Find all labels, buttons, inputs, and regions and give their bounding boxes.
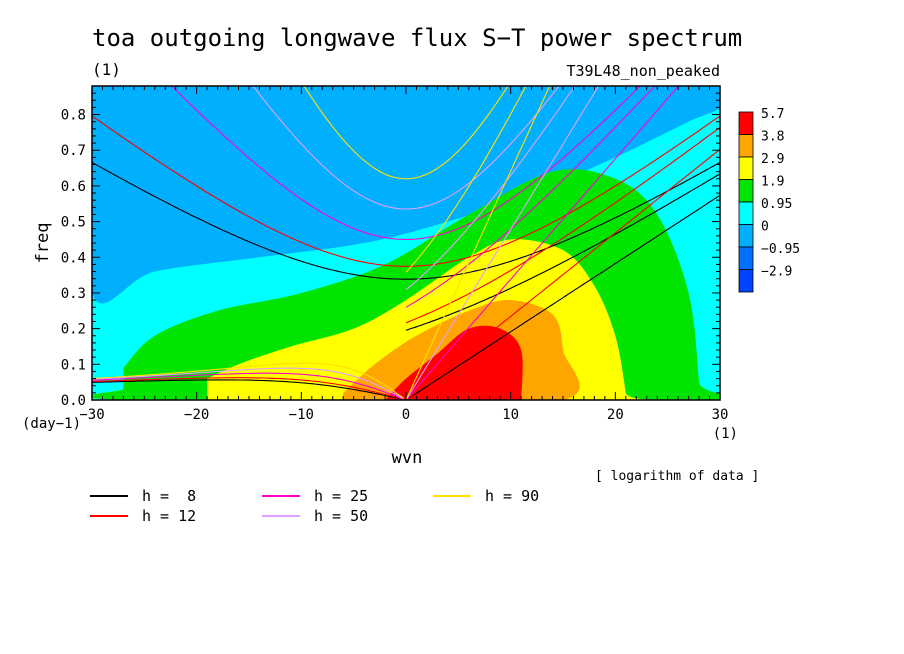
contour-fills [92,86,720,400]
curve-h50-mrg [405,86,576,291]
curve-h90-rossby [92,362,404,399]
y-tick-label: 0.2 [61,322,86,338]
curve-h12-inertia-gravity [92,115,720,267]
colorbar-swatch [738,201,754,225]
x-tick-label: −10 [289,407,314,423]
curve-h8-kelvin [405,194,720,400]
legend-label: h = 50 [314,507,369,525]
colorbar-label: 3.8 [761,130,784,145]
colorbar-swatch [738,134,754,158]
curve-h50-rossby [92,367,404,400]
y-axis-label: freq [33,223,53,264]
chart-title: toa outgoing longwave flux S−T power spe… [92,24,742,52]
legend-item-h8: h = 8 [90,486,196,506]
colorbar-swatch [738,246,754,270]
data-note: [ logarithm of data ] [595,469,760,484]
curve-h8-inertia-gravity [92,161,720,280]
title-unit: (1) [92,60,121,79]
y-tick-label: 0.0 [61,393,86,409]
colorbar-label: −0.95 [761,242,800,257]
curve-h25-mrg [405,86,656,308]
colorbar-swatch [738,224,754,248]
x-tick-label: 30 [712,407,729,423]
x-tick-label: 0 [402,407,410,423]
x-tick-label: −30 [79,407,104,423]
curve-h12-kelvin [405,148,720,400]
curve-h90-kelvin [405,86,551,400]
x-axis-unit: (1) [713,426,738,442]
legend-item-h25: h = 25 [262,486,368,506]
axis-tick-labels: −30 −20 −10 0 10 20 30 0.0 0.1 0.2 0.3 0.4 0.5 0.6 0.7… [61,108,729,423]
curve-h12-rossby [92,377,404,400]
legend-item-h50: h = 50 [262,506,368,526]
y-tick-label: 0.5 [61,215,86,231]
y-axis-unit: (day−1) [22,416,81,432]
plot-area [92,86,720,400]
legend-line-swatch [262,495,300,497]
legend-line-swatch [433,495,471,497]
colorbar-label: −2.9 [761,265,792,280]
curve-h50-kelvin [405,86,600,400]
legend-label: h = 25 [314,487,369,505]
curve-h25-inertia-gravity [171,86,641,240]
colorbar: 5.7 3.8 2.9 1.9 0.95 0 −0.95 −2.9 [738,107,800,293]
legend-line-swatch [262,515,300,517]
y-tick-label: 0.8 [61,108,86,124]
legend-item-h12: h = 12 [90,506,196,526]
curve-h25-kelvin [405,86,680,400]
colorbar-swatch [738,156,754,180]
y-tick-label: 0.1 [61,357,86,373]
curve-h8-mrg [405,173,720,331]
colorbar-label: 1.9 [761,175,784,190]
colorbar-swatch [738,111,754,135]
y-tick-label: 0.7 [61,143,86,159]
contour-level-0 [92,86,720,304]
colorbar-label: 5.7 [761,107,784,122]
curve-h90-mrg [405,86,527,273]
curve-h12-mrg [405,127,720,324]
legend-line-swatch [90,515,128,517]
curve-h25-rossby [92,372,404,400]
contour-level-3.8 [385,325,523,400]
y-tick-label: 0.4 [61,250,86,266]
colorbar-label: 0.95 [761,197,792,212]
x-tick-label: 10 [502,407,519,423]
legend-item-h90: h = 90 [433,486,539,506]
curve-h50-inertia-gravity [252,86,560,210]
curve-h8-rossby [92,379,404,400]
legend-label: h = 90 [485,487,540,505]
curve-h90-inertia-gravity [303,86,509,180]
x-tick-label: 20 [607,407,624,423]
legend-label: h = 12 [142,507,197,525]
colorbar-swatch [738,269,754,293]
y-tick-label: 0.6 [61,179,86,195]
chart-subtitle-right: T39L48_non_peaked [566,62,720,80]
colorbar-label: 2.9 [761,152,784,167]
x-tick-label: −20 [184,407,209,423]
legend-line-swatch [90,495,128,497]
axis-ticks [91,85,721,401]
dispersion-curves [92,86,720,400]
legend-label: h = 8 [142,487,197,505]
x-axis-label: wvn [392,448,423,468]
y-tick-label: 0.3 [61,286,86,302]
colorbar-swatch [738,179,754,203]
colorbar-label: 0 [761,220,769,235]
